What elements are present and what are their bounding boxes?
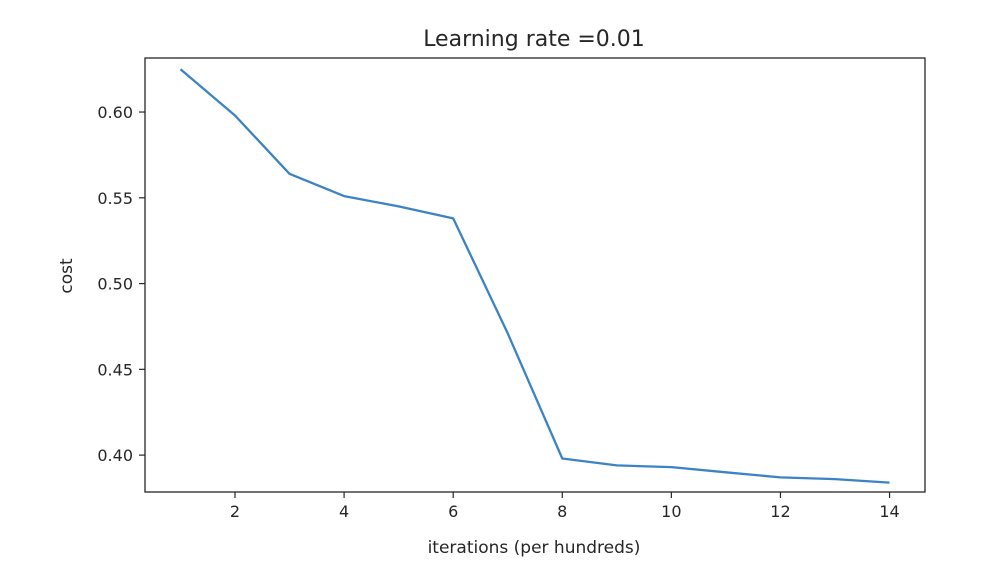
- x-tick-label: 12: [770, 502, 790, 521]
- plot-frame: [144, 57, 926, 493]
- plot-area: [179, 68, 890, 484]
- x-tick-label: 8: [557, 502, 567, 521]
- x-axis: 2 4 6 8 10 12 14: [230, 492, 900, 521]
- y-tick-label: 0.40: [97, 446, 133, 465]
- cost-series-line: [179, 68, 890, 484]
- y-tick-label: 0.45: [97, 360, 133, 379]
- y-axis: 0.40 0.45 0.50 0.55 0.60: [97, 103, 145, 465]
- y-tick-label: 0.55: [97, 189, 133, 208]
- y-tick-label: 0.60: [97, 103, 133, 122]
- x-tick-label: 10: [661, 502, 681, 521]
- y-axis-label: cost: [57, 258, 77, 294]
- y-tick-label: 0.50: [97, 275, 133, 294]
- x-tick-label: 6: [448, 502, 458, 521]
- x-tick-label: 2: [230, 502, 240, 521]
- x-tick-label: 4: [339, 502, 349, 521]
- x-tick-label: 14: [879, 502, 899, 521]
- chart-title: Learning rate =0.01: [423, 27, 645, 52]
- x-axis-label: iterations (per hundreds): [428, 538, 641, 558]
